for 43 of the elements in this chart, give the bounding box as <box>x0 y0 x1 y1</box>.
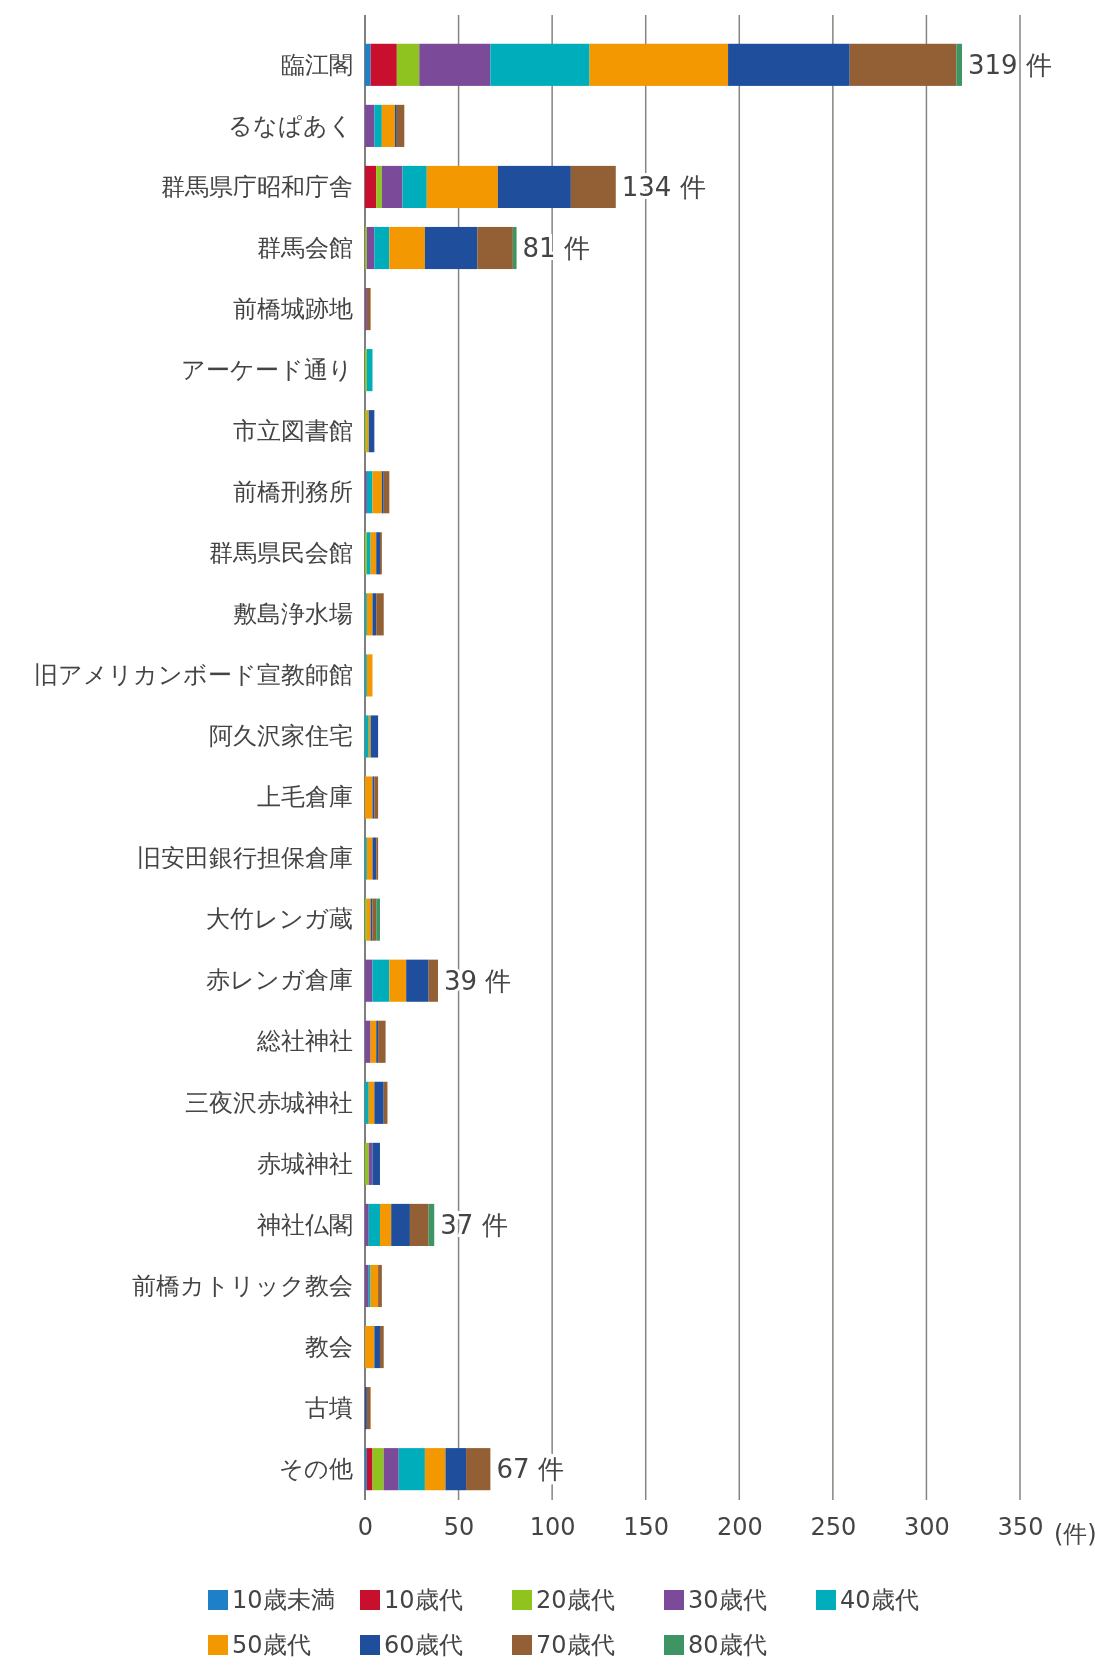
y-tick-label: 阿久沢家住宅 <box>209 722 353 751</box>
y-tick-label: 上毛倉庫 <box>257 783 353 812</box>
x-tick-label: 100 <box>529 1513 576 1542</box>
legend-label: 50歳代 <box>232 1631 311 1660</box>
legend-label: 10歳代 <box>384 1586 463 1615</box>
y-tick-label: 教会 <box>305 1332 353 1361</box>
x-axis-title: (件) <box>1054 1520 1095 1548</box>
y-tick-label: 総社神社 <box>256 1027 353 1056</box>
y-tick-label: 神社仏閣 <box>257 1210 353 1239</box>
legend-label: 70歳代 <box>536 1631 615 1660</box>
y-tick-label: るなぱあく <box>228 111 353 140</box>
y-tick-label: 古墳 <box>305 1393 353 1422</box>
x-tick-label: 250 <box>810 1513 857 1542</box>
x-tick-label: 150 <box>623 1513 670 1542</box>
y-tick-label: アーケード通り <box>181 355 353 384</box>
y-tick-label: 三夜沢赤城神社 <box>185 1088 353 1117</box>
y-tick-label: 臨江閣 <box>281 50 353 79</box>
legend-label: 20歳代 <box>536 1586 615 1615</box>
x-tick-label: 50 <box>443 1513 475 1542</box>
y-tick-label: 市立図書館 <box>233 416 353 445</box>
y-tick-label: 敷島浄水場 <box>233 600 353 629</box>
y-tick-label: 群馬県庁昭和庁舎 <box>161 172 353 201</box>
x-tick-label: 200 <box>716 1513 763 1542</box>
legend-label: 40歳代 <box>840 1586 919 1615</box>
y-tick-label: 前橋カトリック教会 <box>132 1271 353 1300</box>
x-tick-label: 300 <box>904 1513 950 1542</box>
legend-label: 60歳代 <box>384 1631 463 1660</box>
y-tick-label: その他 <box>279 1454 353 1483</box>
y-tick-label: 赤レンガ倉庫 <box>206 966 353 995</box>
y-tick-label: 前橋刑務所 <box>233 477 353 506</box>
x-tick-label: 0 <box>357 1513 374 1542</box>
y-tick-label: 群馬会館 <box>257 233 353 262</box>
y-tick-label: 旧安田銀行担保倉庫 <box>137 844 353 873</box>
legend-label: 80歳代 <box>688 1631 767 1660</box>
x-tick-label: 350 <box>997 1513 1044 1542</box>
y-tick-label: 群馬県民会館 <box>209 538 353 567</box>
legend-label: 10歳未満 <box>232 1586 335 1615</box>
y-tick-label: 旧アメリカンボード宣教師館 <box>34 661 353 690</box>
y-tick-label: 大竹レンガ蔵 <box>206 905 353 934</box>
y-tick-label: 前橋城跡地 <box>233 294 353 323</box>
y-tick-label: 赤城神社 <box>257 1149 353 1178</box>
total-label: 319 件 <box>967 49 1052 80</box>
legend-label: 30歳代 <box>688 1586 767 1615</box>
